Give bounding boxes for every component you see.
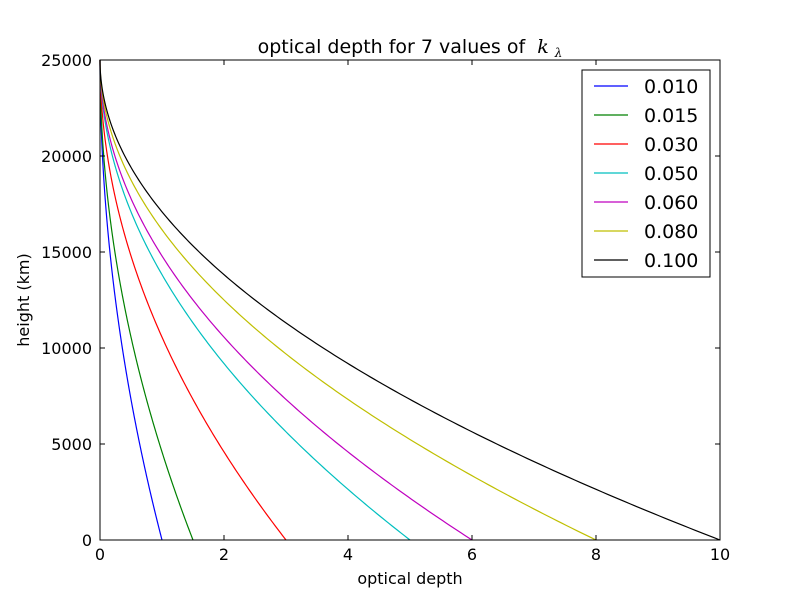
x-tick-label: 4 — [343, 545, 353, 564]
series-line-0.015 — [99, 60, 194, 541]
series-line-0.030 — [99, 60, 287, 541]
y-tick-label: 20000 — [41, 147, 92, 166]
x-axis-label: optical depth — [357, 569, 462, 588]
series-line-0.080 — [99, 59, 597, 541]
x-tick-label: 10 — [710, 545, 730, 564]
series-line-0.100 — [99, 59, 721, 541]
x-tick-label: 0 — [95, 545, 105, 564]
x-tick-label: 8 — [591, 545, 601, 564]
x-tick-label: 2 — [219, 545, 229, 564]
legend-label: 0.010 — [644, 76, 698, 98]
chart-title-math: k — [537, 36, 549, 58]
legend-label: 0.100 — [644, 250, 698, 272]
series-line-0.060 — [99, 59, 473, 541]
legend-label: 0.030 — [644, 134, 698, 156]
chart-title-math-sub: λ — [554, 46, 563, 60]
plot-frame — [99, 59, 721, 541]
x-tick-label: 6 — [467, 545, 477, 564]
ticks-layer: 0 2 4 6 8 10 0 5000 10000 15000 20000 25000 — [41, 51, 730, 564]
y-tick-label: 15000 — [41, 243, 92, 262]
legend-label: 0.015 — [644, 105, 698, 127]
series-layer — [99, 59, 721, 541]
y-tick-label: 5000 — [51, 435, 92, 454]
chart-title-text: optical depth for 7 values of — [258, 36, 527, 58]
y-tick-label: 0 — [82, 531, 92, 550]
y-tick-label: 10000 — [41, 339, 92, 358]
y-tick-label: 25000 — [41, 51, 92, 70]
y-axis-label: height (km) — [14, 253, 33, 346]
legend: 0.010 0.015 0.030 0.050 0.060 0.080 0.100 — [581, 69, 711, 278]
chart-title: optical depth for 7 values of k λ — [258, 36, 563, 60]
legend-label: 0.050 — [644, 163, 698, 185]
legend-label: 0.060 — [644, 192, 698, 214]
legend-label: 0.080 — [644, 221, 698, 243]
series-line-0.010 — [99, 60, 163, 541]
series-line-0.050 — [99, 59, 411, 541]
